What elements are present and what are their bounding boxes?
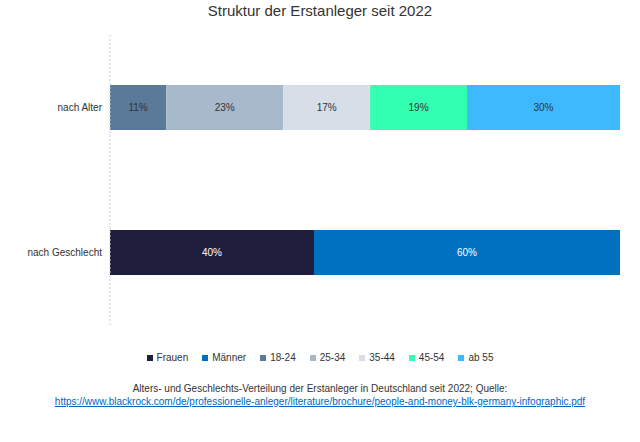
html-text:https://www.blackrock.com/de/p: https://www.blackrock.com/de/professione… bbox=[54, 396, 586, 407]
svg-text:11%: 11% bbox=[128, 102, 147, 113]
svg-text:19%: 19% bbox=[409, 102, 429, 113]
svg-text:17%: 17% bbox=[317, 102, 337, 113]
html-text:Alters- und Geschlechts-Vertei: Alters- und Geschlechts-Verteilung der E… bbox=[132, 383, 508, 394]
html-text:18-24: 18-24 bbox=[270, 352, 296, 363]
svg-text:nach Geschlecht: nach Geschlecht bbox=[28, 247, 103, 258]
html-text:45-54: 45-54 bbox=[418, 352, 445, 363]
html-text:Männer: Männer bbox=[212, 352, 247, 363]
html-text:ab 55: ab 55 bbox=[468, 352, 494, 363]
html-text:35-44: 35-44 bbox=[369, 352, 395, 363]
html-text:Frauen: Frauen bbox=[156, 352, 189, 363]
svg-text:23%: 23% bbox=[215, 102, 235, 113]
svg-text:40%: 40% bbox=[202, 247, 222, 258]
svg-text:30%: 30% bbox=[533, 102, 553, 113]
html-text:25-34: 25-34 bbox=[319, 352, 346, 363]
svg-text:60%: 60% bbox=[457, 247, 477, 258]
html-text:Struktur der Erstanleger seit: Struktur der Erstanleger seit 2022 bbox=[207, 2, 433, 19]
svg-text:nach Alter: nach Alter bbox=[58, 102, 103, 113]
